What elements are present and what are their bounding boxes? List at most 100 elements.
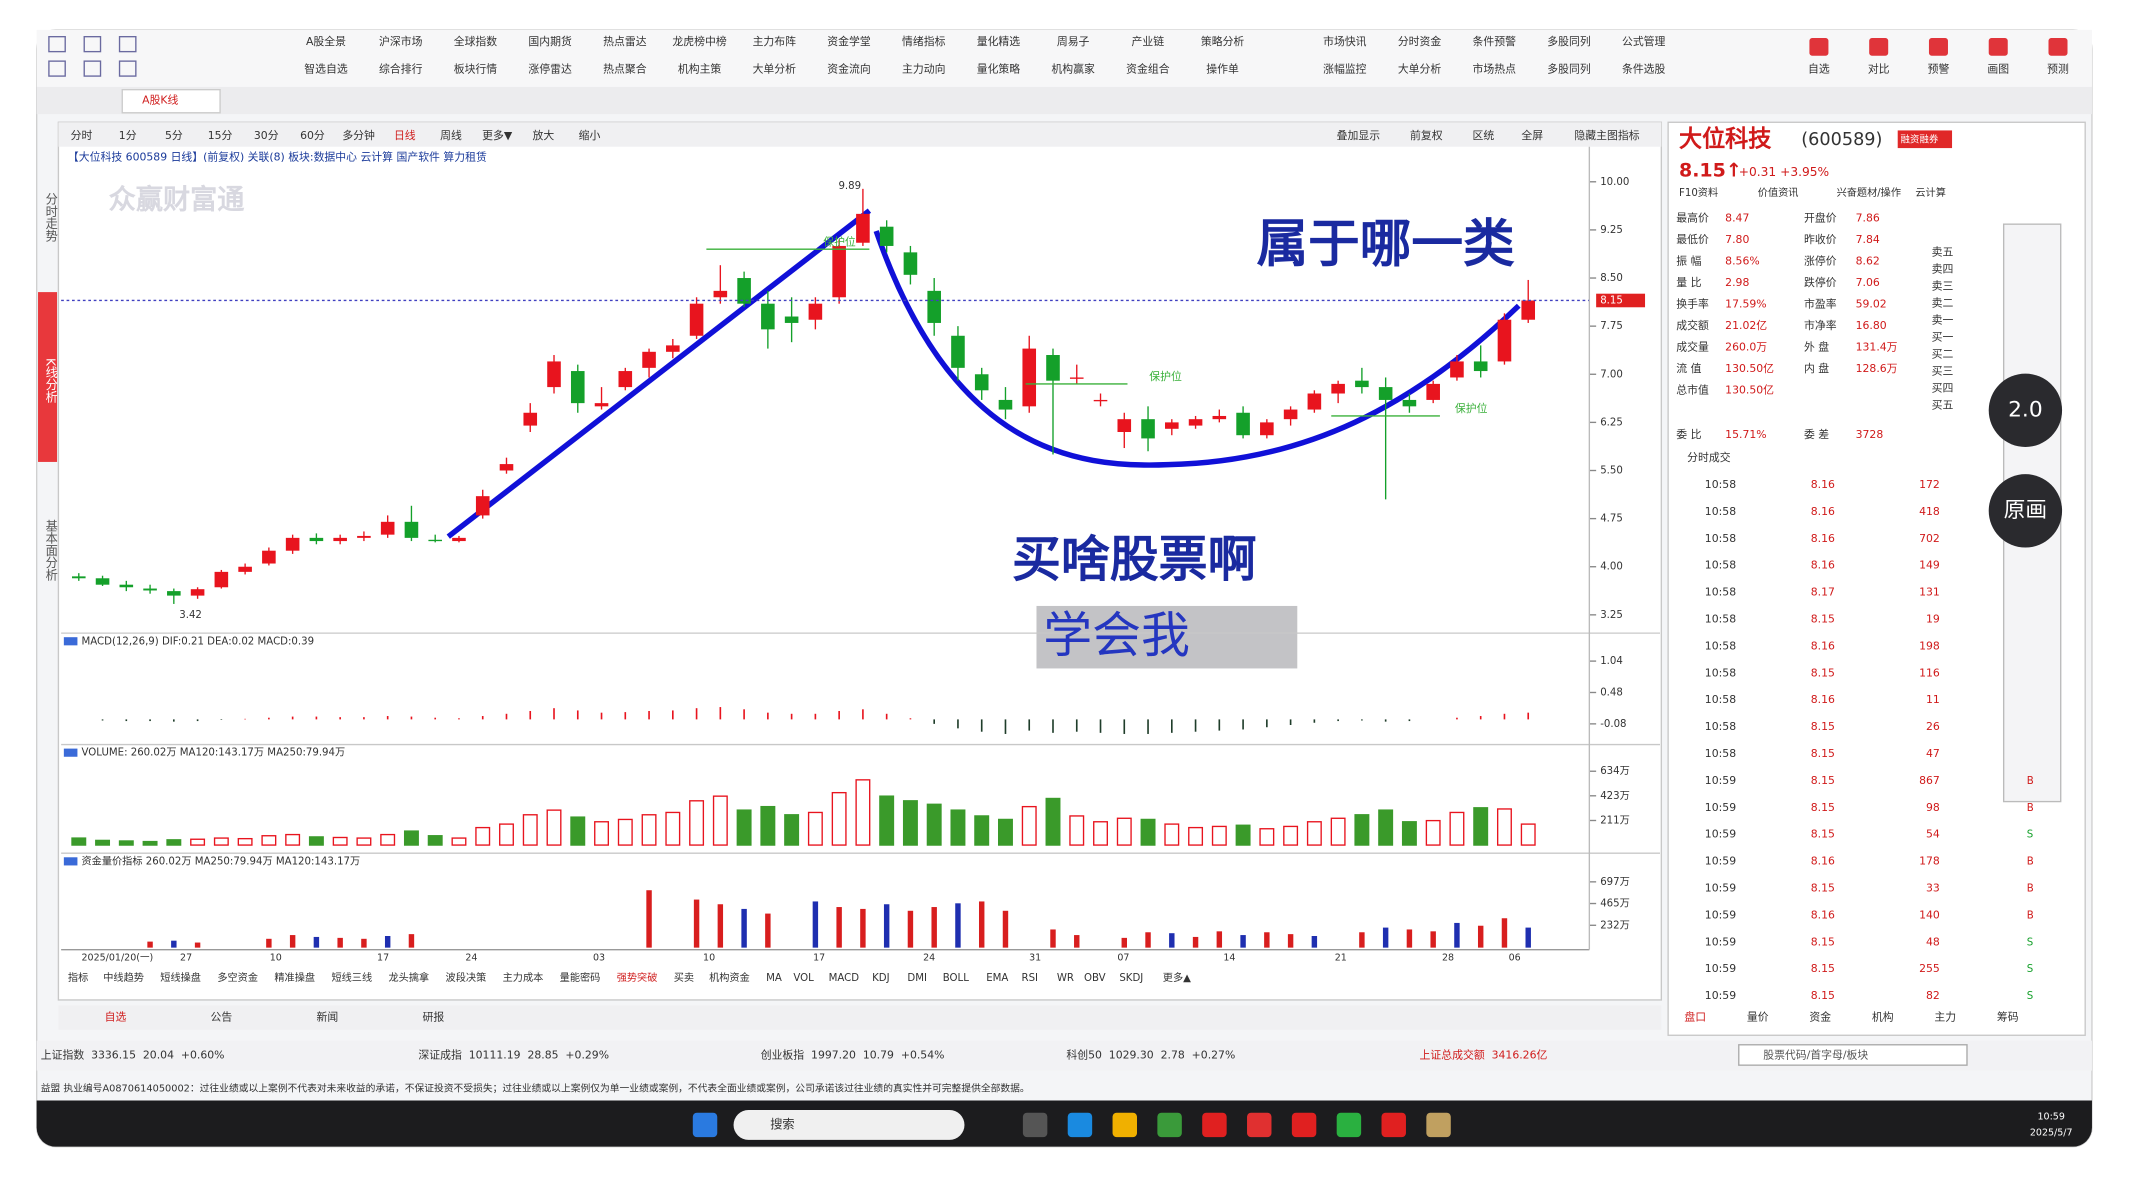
period-button[interactable]: 多分钟	[342, 128, 375, 142]
taskbar-app[interactable]	[1112, 1112, 1137, 1138]
quote-tab[interactable]: 盘口	[1684, 1010, 1706, 1024]
menu-item[interactable]: 多股同列	[1547, 61, 1591, 75]
menu-item[interactable]: A股全景	[306, 34, 346, 48]
taskbar-app[interactable]	[1067, 1112, 1093, 1138]
taskbar-app[interactable]	[1381, 1112, 1406, 1138]
period-button[interactable]: 5分	[165, 129, 183, 142]
menu-item[interactable]: 资金组合	[1126, 61, 1170, 75]
menu-item[interactable]: 龙虎榜中榜	[672, 34, 726, 48]
period-button[interactable]: 30分	[254, 129, 279, 142]
indicator-tab[interactable]: EMA	[986, 973, 1008, 984]
menu-item[interactable]: 智选自选	[304, 61, 348, 75]
menu-item[interactable]: 公式管理	[1622, 34, 1666, 48]
menu-item[interactable]: 热点聚合	[603, 61, 647, 75]
taskbar-app[interactable]	[692, 1112, 718, 1138]
chart-tool[interactable]: 叠加显示	[1337, 129, 1381, 142]
indicator-tab[interactable]: DMI	[907, 973, 927, 984]
menu-item[interactable]: 沪深市场	[379, 34, 423, 48]
menu-item[interactable]: 涨停雷达	[528, 61, 572, 75]
tool-icon[interactable]	[118, 60, 137, 77]
period-button[interactable]: 60分	[300, 129, 325, 142]
quote-tab[interactable]: 资金	[1809, 1010, 1831, 1024]
menu-item[interactable]: 周易子	[1057, 35, 1090, 48]
side-label[interactable]: K线分析	[44, 358, 58, 403]
taskbar-app[interactable]	[1022, 1112, 1048, 1138]
active-tab[interactable]	[121, 88, 221, 114]
indicator-tab[interactable]: KDJ	[872, 973, 890, 984]
toolbar-icon[interactable]	[2048, 38, 2068, 56]
taskbar-app[interactable]	[1336, 1112, 1362, 1138]
indicator-tab[interactable]: RSI	[1022, 973, 1039, 984]
tool-icon[interactable]	[118, 36, 137, 53]
quote-tab[interactable]: 机构	[1872, 1010, 1894, 1024]
menu-item[interactable]: 板块行情	[454, 61, 498, 75]
indicator-tab[interactable]: 更多▲	[1163, 971, 1191, 984]
indicator-tab[interactable]: WR	[1057, 973, 1074, 984]
taskbar-app[interactable]	[1157, 1112, 1182, 1138]
menu-item[interactable]: 资金流向	[827, 61, 870, 75]
indicator-tab[interactable]: VOL	[793, 973, 814, 984]
search-placeholder[interactable]: 股票代码/首字母/板块	[1763, 1048, 1868, 1062]
menu-item[interactable]: 产业链	[1132, 34, 1165, 48]
menu-item[interactable]: 量化策略	[977, 61, 1021, 75]
toolbar-icon[interactable]	[1809, 38, 1829, 56]
indicator-tab[interactable]: 指标	[68, 971, 88, 984]
taskbar-app[interactable]	[1291, 1112, 1317, 1138]
menu-item[interactable]: 条件预警	[1473, 34, 1517, 48]
quote-sub-tab[interactable]: 兴奋题材/操作	[1837, 186, 1901, 199]
menu-item[interactable]: 全球指数	[454, 34, 498, 48]
indicator-tab[interactable]: 中线趋势	[103, 971, 144, 984]
tool-icon[interactable]	[48, 36, 66, 53]
indicator-tab[interactable]: 龙头擒拿	[389, 971, 430, 984]
toolbar-icon[interactable]	[1869, 38, 1889, 56]
menu-item[interactable]: 大单分析	[753, 61, 797, 75]
toolbar-icon[interactable]	[1928, 38, 1948, 56]
indicator-tab[interactable]: 多空资金	[217, 971, 258, 984]
overlay-input[interactable]: 学会我	[1043, 607, 1190, 664]
menu-item[interactable]: 量化精选	[977, 34, 1021, 48]
chart-tool[interactable]: 区统	[1473, 129, 1495, 142]
chart-tool[interactable]: 前复权	[1410, 128, 1443, 142]
period-button[interactable]: 1分	[119, 129, 137, 142]
menu-item[interactable]: 涨幅监控	[1323, 61, 1367, 75]
indicator-tab[interactable]: 机构资金	[709, 971, 750, 984]
bottom-tab[interactable]: 研报	[422, 1010, 444, 1024]
menu-item[interactable]: 热点雷达	[603, 35, 647, 48]
menu-item[interactable]: 策略分析	[1201, 34, 1245, 48]
bottom-tab[interactable]: 自选	[105, 1011, 127, 1024]
menu-item[interactable]: 综合排行	[379, 61, 423, 75]
menu-item[interactable]: 情绪指标	[902, 34, 946, 48]
indicator-tab[interactable]: 强势突破	[617, 971, 658, 984]
side-label[interactable]: 基本面分析	[44, 519, 58, 581]
float-button[interactable]	[1988, 373, 2063, 447]
taskbar-app[interactable]	[1202, 1112, 1227, 1138]
menu-item[interactable]: 市场快讯	[1323, 34, 1367, 48]
period-button[interactable]: 分时	[71, 129, 93, 142]
tool-icon[interactable]	[83, 36, 102, 53]
bottom-tab[interactable]: 公告	[211, 1011, 233, 1024]
menu-item[interactable]: 国内期货	[528, 34, 572, 48]
menu-item[interactable]: 机构赢家	[1051, 61, 1095, 75]
menu-item[interactable]: 机构主策	[678, 61, 722, 75]
indicator-tab[interactable]: BOLL	[943, 973, 969, 984]
text-input-box[interactable]	[1036, 605, 1298, 669]
chart-tool[interactable]: 全屏	[1521, 128, 1543, 142]
indicator-tab[interactable]: OBV	[1084, 973, 1106, 984]
period-button[interactable]: 缩小	[579, 129, 601, 142]
period-button[interactable]: 日线	[394, 128, 416, 142]
tool-icon[interactable]	[48, 60, 66, 77]
period-button[interactable]: 更多▼	[482, 128, 513, 142]
indicator-tab[interactable]: 短线操盘	[160, 971, 201, 984]
menu-item[interactable]: 资金学堂	[827, 34, 871, 48]
taskbar-search[interactable]	[733, 1109, 965, 1140]
indicator-tab[interactable]: 精准操盘	[274, 971, 315, 984]
menu-item[interactable]: 主力布阵	[753, 34, 797, 48]
float-button[interactable]	[1988, 474, 2063, 548]
indicator-tab[interactable]: 买卖	[674, 972, 694, 984]
float-button-label[interactable]: 2.0	[2008, 397, 2043, 422]
tool-icon[interactable]	[83, 60, 102, 77]
taskbar-app[interactable]	[1426, 1112, 1451, 1138]
side-label[interactable]: 分时走势	[44, 193, 58, 242]
indicator-tab[interactable]: 波段决策	[446, 971, 487, 984]
indicator-tab[interactable]: MA	[766, 973, 782, 984]
